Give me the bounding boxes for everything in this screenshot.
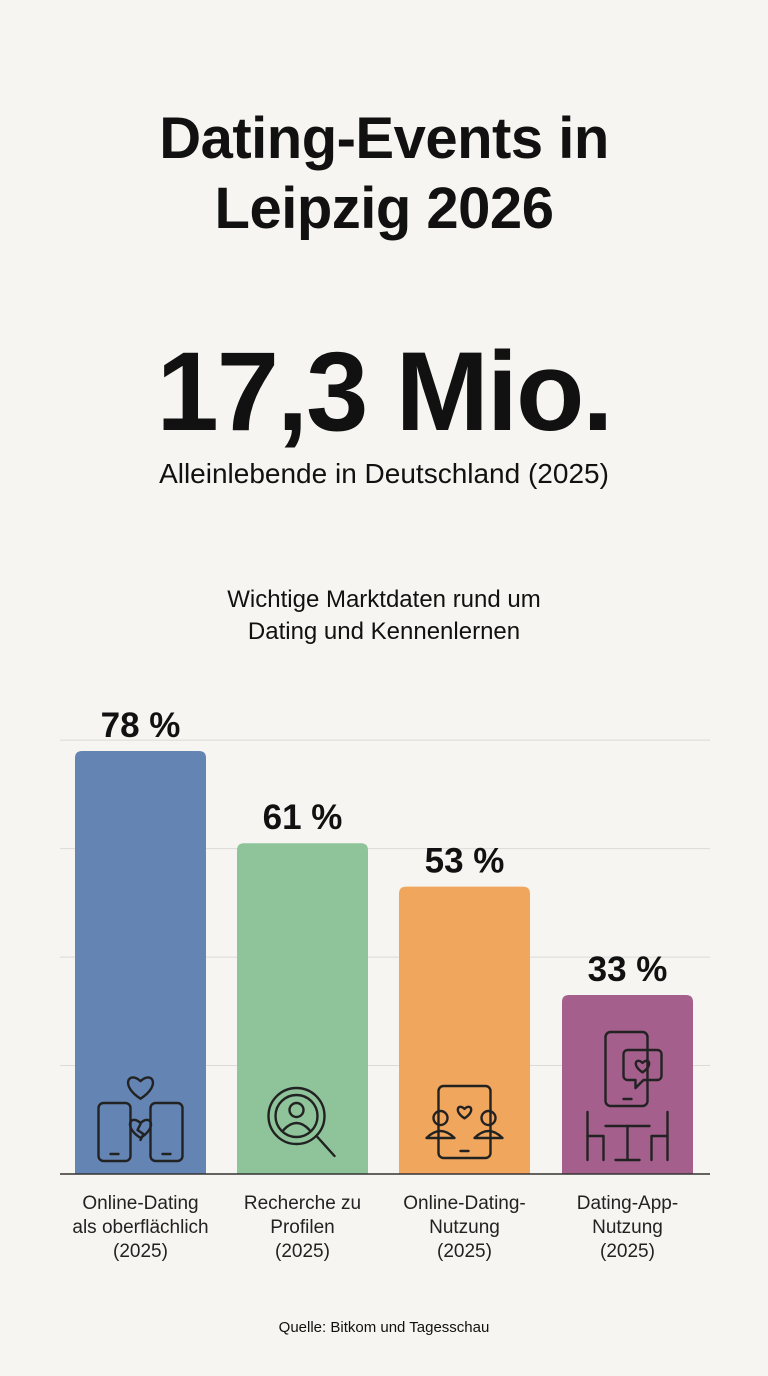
category-label-4-line-1: Dating-App-: [577, 1193, 678, 1214]
highlight-caption: Alleinlebende in Deutschland (2025): [159, 458, 609, 489]
category-label-2-line-2: Profilen: [270, 1217, 334, 1238]
category-label-1-line-3: (2025): [113, 1241, 168, 1262]
chart-title-line-2: Dating und Kennenlernen: [247, 618, 521, 645]
category-label-2-line-3: (2025): [275, 1241, 330, 1262]
phone-cafe-date-icon: [586, 1030, 669, 1162]
bar-4: [562, 995, 693, 1174]
value-label-3: 53 %: [425, 842, 505, 881]
value-label-1: 78 %: [101, 706, 181, 745]
chart-title-line-1: Wichtige Marktdaten rund um: [227, 586, 541, 613]
profile-search-icon: [267, 1086, 336, 1158]
chart-title: Wichtige Marktdaten rund um Dating und K…: [0, 584, 768, 648]
category-label-1-line-1: Online-Dating: [82, 1193, 198, 1214]
highlight-value: 17,3 Mio.: [156, 329, 613, 454]
source-note: Quelle: Bitkom und Tagesschau: [278, 1319, 490, 1336]
category-label-1-line-2: als oberflächlich: [72, 1217, 208, 1238]
category-label-4-line-3: (2025): [600, 1241, 655, 1262]
tablet-video-chat-icon: [425, 1084, 504, 1160]
broken-heart-phones-icon: [97, 1076, 184, 1163]
category-label-3-line-2: Nutzung: [429, 1217, 500, 1238]
category-label-2-line-1: Recherche zu: [244, 1193, 361, 1214]
bar-chart: 78 % Online-Dating als oberflächlich (2025)…: [60, 706, 710, 1262]
category-label-3-line-1: Online-Dating-: [403, 1193, 526, 1214]
category-label-4-line-2: Nutzung: [592, 1217, 663, 1238]
page-title: Dating-Events in Leipzig 2026: [0, 104, 768, 244]
bar-3: [399, 886, 530, 1174]
title-line-1: Dating-Events in: [159, 106, 609, 171]
value-label-2: 61 %: [263, 798, 343, 837]
value-label-4: 33 %: [588, 950, 668, 989]
category-label-3-line-3: (2025): [437, 1241, 492, 1262]
title-line-2: Leipzig 2026: [214, 176, 554, 241]
bar-1: [75, 751, 206, 1174]
bar-2: [237, 843, 368, 1174]
